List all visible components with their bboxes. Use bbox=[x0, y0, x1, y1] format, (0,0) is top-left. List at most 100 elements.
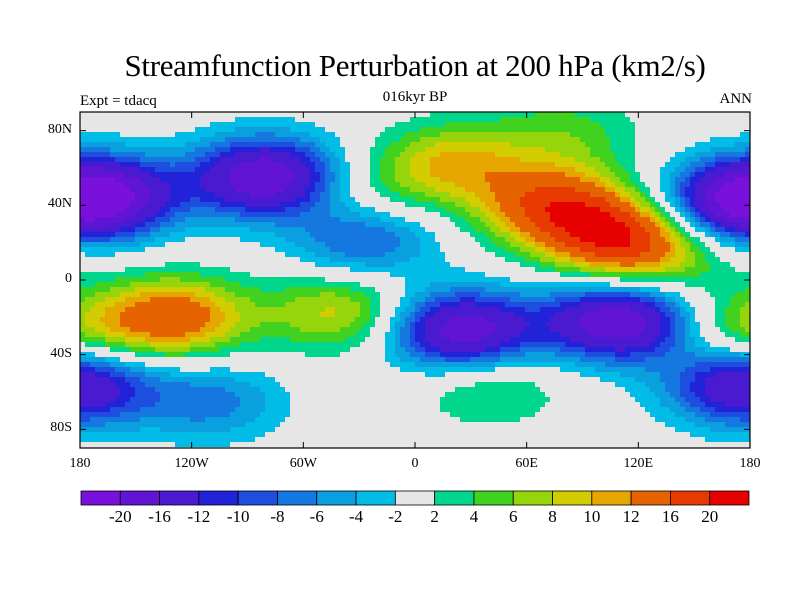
field-cell bbox=[610, 207, 616, 213]
field-cell bbox=[450, 287, 456, 293]
field-cell bbox=[480, 137, 486, 143]
field-cell bbox=[710, 182, 716, 188]
field-cell bbox=[650, 277, 656, 283]
field-cell bbox=[325, 237, 331, 243]
field-cell bbox=[480, 207, 486, 213]
field-cell bbox=[460, 142, 466, 148]
field-cell bbox=[270, 112, 276, 118]
field-cell bbox=[490, 197, 496, 203]
field-cell bbox=[685, 117, 691, 123]
field-cell bbox=[515, 147, 521, 153]
field-cell bbox=[635, 122, 641, 128]
field-cell bbox=[450, 217, 456, 223]
field-cell bbox=[565, 187, 571, 193]
field-cell bbox=[545, 277, 551, 283]
field-cell bbox=[575, 147, 581, 153]
field-cell bbox=[565, 287, 571, 293]
field-cell bbox=[620, 172, 626, 178]
field-cell bbox=[525, 277, 531, 283]
field-cell bbox=[445, 272, 451, 278]
field-cell bbox=[585, 272, 591, 278]
field-cell bbox=[160, 142, 166, 148]
field-cell bbox=[95, 197, 101, 203]
field-cell bbox=[315, 117, 321, 123]
field-cell bbox=[610, 182, 616, 188]
field-cell bbox=[595, 152, 601, 158]
field-cell bbox=[295, 187, 301, 193]
field-cell bbox=[125, 197, 131, 203]
field-cell bbox=[685, 222, 691, 228]
field-cell bbox=[355, 217, 361, 223]
field-cell bbox=[540, 292, 546, 298]
field-cell bbox=[130, 172, 136, 178]
field-cell bbox=[155, 232, 161, 238]
field-cell bbox=[235, 262, 241, 268]
field-cell bbox=[140, 237, 146, 243]
field-cell bbox=[185, 247, 191, 253]
field-cell bbox=[730, 237, 736, 243]
field-cell bbox=[465, 242, 471, 248]
field-cell bbox=[130, 252, 136, 258]
field-cell bbox=[605, 157, 611, 163]
field-cell bbox=[285, 157, 291, 163]
field-cell bbox=[535, 117, 541, 123]
field-cell bbox=[160, 217, 166, 223]
field-cell bbox=[630, 292, 636, 298]
field-cell bbox=[105, 247, 111, 253]
field-cell bbox=[715, 242, 721, 248]
field-cell bbox=[410, 282, 416, 288]
field-cell bbox=[715, 127, 721, 133]
field-cell bbox=[265, 142, 271, 148]
field-cell bbox=[495, 227, 501, 233]
field-cell bbox=[550, 207, 556, 213]
field-cell bbox=[560, 112, 566, 118]
field-cell bbox=[630, 117, 636, 123]
field-cell bbox=[230, 277, 236, 283]
field-cell bbox=[555, 287, 561, 293]
field-cell bbox=[700, 172, 706, 178]
field-cell bbox=[115, 132, 121, 138]
field-cell bbox=[230, 147, 236, 153]
field-cell bbox=[615, 272, 621, 278]
field-cell bbox=[250, 167, 256, 173]
field-cell bbox=[215, 212, 221, 218]
field-cell bbox=[395, 112, 401, 118]
field-cell bbox=[345, 117, 351, 123]
field-cell bbox=[625, 197, 631, 203]
field-cell bbox=[350, 182, 356, 188]
field-cell bbox=[665, 237, 671, 243]
field-cell bbox=[310, 257, 316, 263]
field-cell bbox=[435, 257, 441, 263]
field-cell bbox=[655, 252, 661, 258]
field-cell bbox=[280, 267, 286, 273]
field-cell bbox=[110, 262, 116, 268]
field-cell bbox=[515, 217, 521, 223]
field-cell bbox=[280, 247, 286, 253]
field-cell bbox=[430, 272, 436, 278]
field-cell bbox=[550, 112, 556, 118]
field-cell bbox=[400, 212, 406, 218]
field-cell bbox=[110, 282, 116, 288]
field-cell bbox=[375, 182, 381, 188]
field-cell bbox=[575, 227, 581, 233]
field-cell bbox=[545, 282, 551, 288]
field-cell bbox=[320, 237, 326, 243]
field-cell bbox=[530, 137, 536, 143]
field-cell bbox=[125, 287, 131, 293]
field-cell bbox=[550, 237, 556, 243]
field-cell bbox=[430, 262, 436, 268]
field-cell bbox=[745, 137, 750, 143]
field-cell bbox=[715, 237, 721, 243]
field-cell bbox=[155, 217, 161, 223]
field-cell bbox=[675, 227, 681, 233]
field-cell bbox=[505, 282, 511, 288]
field-cell bbox=[260, 177, 266, 183]
field-cell bbox=[160, 237, 166, 243]
field-cell bbox=[650, 267, 656, 273]
field-cell bbox=[110, 242, 116, 248]
field-cell bbox=[355, 187, 361, 193]
field-cell bbox=[585, 112, 591, 118]
field-cell bbox=[250, 257, 256, 263]
field-cell bbox=[500, 117, 506, 123]
field-cell bbox=[745, 257, 750, 263]
